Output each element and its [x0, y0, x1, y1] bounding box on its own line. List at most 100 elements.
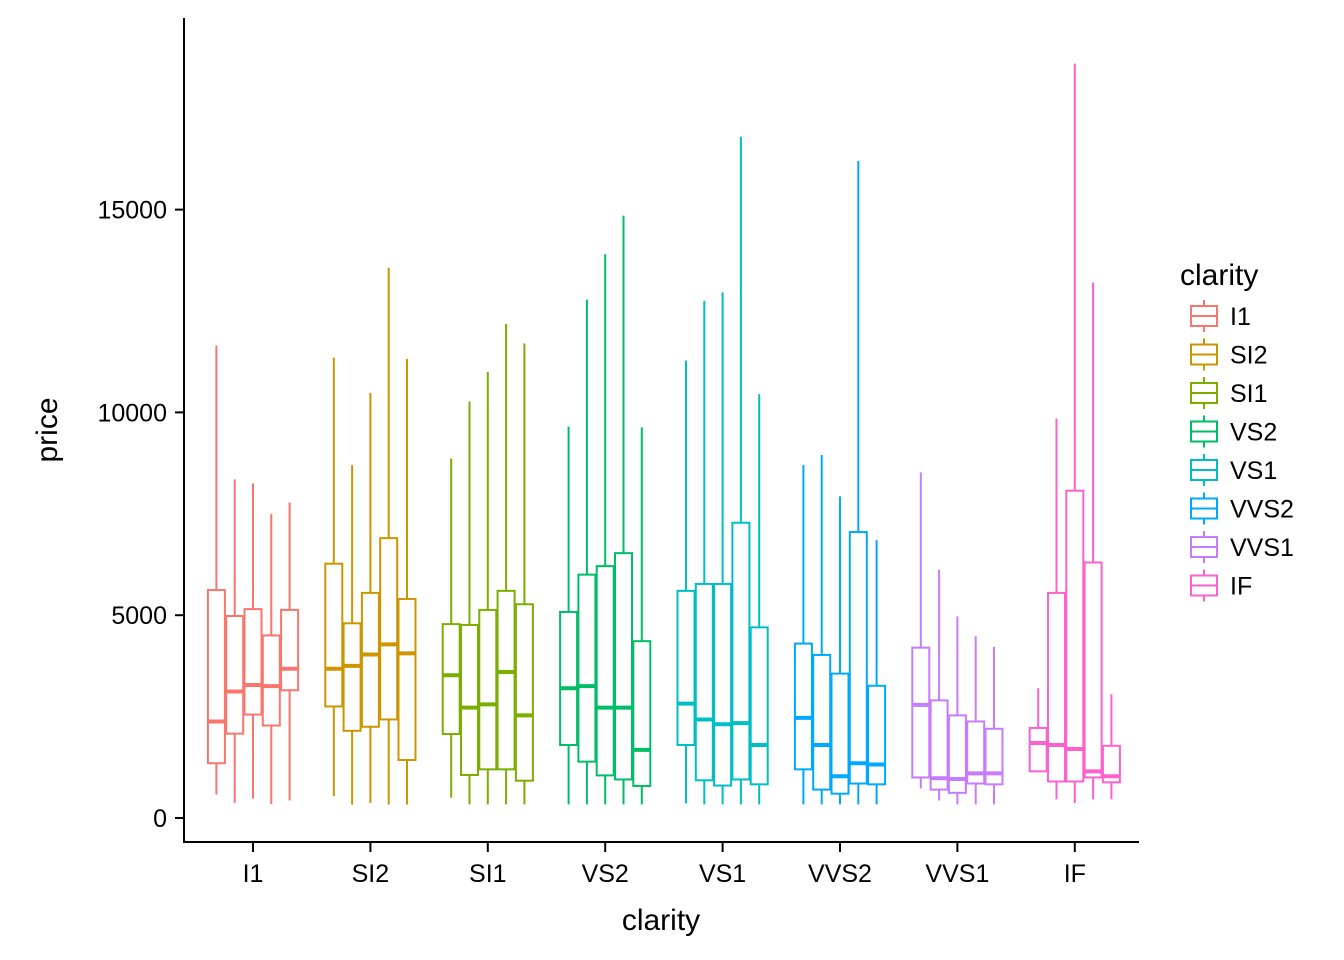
- box-vs2-4: [614, 215, 633, 805]
- box-vvs2-4: [848, 160, 868, 805]
- box-iqr: [379, 537, 399, 721]
- box-iqr: [225, 615, 245, 735]
- box-iqr: [929, 699, 949, 791]
- box-iqr: [614, 552, 633, 781]
- legend-title: clarity: [1180, 259, 1258, 292]
- box-si1-1: [441, 458, 461, 798]
- legend-label: SI1: [1230, 380, 1268, 408]
- box-iqr: [206, 589, 226, 765]
- box-if-5: [1101, 694, 1121, 800]
- box-vvs2-2: [812, 454, 832, 805]
- legend-label: VVS2: [1230, 496, 1294, 524]
- box-if-3: [1065, 63, 1085, 803]
- box-iqr: [514, 603, 534, 782]
- box-iqr: [1065, 489, 1085, 783]
- box-iqr: [966, 720, 986, 785]
- box-i1-4: [261, 513, 281, 805]
- box-si1-2: [460, 401, 479, 805]
- box-iqr: [830, 672, 850, 795]
- legend-key-vvs2: [1190, 492, 1218, 525]
- box-iqr: [984, 727, 1004, 786]
- y-tick-label: 5000: [111, 602, 167, 630]
- legend-key-si1: [1190, 377, 1218, 409]
- box-iqr: [731, 521, 751, 781]
- box-iqr: [460, 623, 479, 777]
- y-tick-label: 10000: [97, 399, 167, 427]
- legend-key-vs2: [1190, 415, 1218, 448]
- box-iqr: [632, 640, 652, 787]
- box-vs1-5: [749, 394, 769, 805]
- box-vvs1-5: [984, 646, 1004, 805]
- box-iqr: [1083, 561, 1103, 779]
- x-tick-label: IF: [1064, 860, 1086, 888]
- x-tick-label: VS1: [699, 860, 746, 888]
- box-iqr: [324, 562, 344, 708]
- legend-label: SI2: [1230, 342, 1268, 370]
- box-iqr: [360, 591, 380, 728]
- box-iqr: [441, 623, 461, 736]
- box-si1-4: [496, 323, 516, 805]
- box-iqr: [342, 622, 362, 732]
- box-i1-2: [225, 479, 245, 803]
- box-iqr: [1101, 744, 1121, 784]
- x-axis-ticks: I1 SI2 SI1 VS2 VS1 VVS2 VVS1 IF: [243, 843, 1086, 888]
- box-si1-5: [514, 343, 534, 805]
- box-vs2-5: [632, 427, 652, 805]
- box-i1-1: [206, 345, 226, 795]
- y-axis-title: price: [31, 397, 64, 462]
- box-vvs2-1: [793, 465, 813, 805]
- box-iqr: [243, 608, 263, 716]
- x-tick-label: VS2: [582, 860, 629, 888]
- x-tick-label: VVS2: [808, 860, 872, 888]
- box-vs1-1: [676, 360, 696, 804]
- box-iqr: [261, 634, 281, 727]
- legend-label: VVS1: [1230, 534, 1294, 562]
- box-si2-5: [397, 358, 417, 805]
- legend-label: I1: [1230, 303, 1251, 331]
- box-vs1-4: [731, 136, 751, 805]
- box-iqr: [1047, 591, 1066, 783]
- x-tick-label: I1: [243, 860, 264, 888]
- legend-key-vvs1: [1190, 531, 1218, 563]
- legend-key-if: [1190, 569, 1218, 602]
- box-i1-5: [280, 502, 300, 801]
- box-iqr: [713, 582, 733, 787]
- box-iqr: [577, 573, 597, 763]
- box-si2-4: [379, 267, 399, 805]
- box-if-1: [1028, 688, 1048, 773]
- box-vs1-2: [694, 300, 714, 805]
- box-vs1-3: [713, 292, 733, 805]
- box-si2-1: [324, 357, 344, 797]
- box-vvs1-1: [911, 472, 931, 789]
- legend-label: VS2: [1230, 419, 1277, 447]
- legend-label: IF: [1230, 573, 1252, 601]
- legend-key-si2: [1190, 338, 1218, 371]
- box-vvs1-2: [929, 569, 949, 801]
- box-iqr: [812, 653, 832, 791]
- box-iqr: [595, 565, 615, 777]
- box-iqr: [911, 646, 931, 779]
- y-axis-ticks: 0 5000 10000 15000: [97, 197, 184, 833]
- box-iqr: [1028, 726, 1048, 773]
- legend: clarity I1 SI2 SI1 VS2 VS1 VVS2 VVS1 IF: [1180, 259, 1294, 602]
- box-iqr: [280, 608, 300, 692]
- box-vvs2-5: [867, 540, 887, 805]
- box-vvs1-4: [966, 636, 986, 805]
- box-iqr: [793, 642, 813, 771]
- box-iqr: [478, 608, 498, 771]
- box-vvs1-3: [947, 616, 967, 805]
- box-iqr: [947, 714, 967, 794]
- box-if-2: [1047, 418, 1066, 800]
- y-tick-label: 15000: [97, 197, 167, 225]
- box-if-4: [1083, 282, 1103, 800]
- box-iqr: [397, 597, 417, 761]
- box-iqr: [676, 589, 696, 746]
- box-vs2-1: [559, 426, 579, 805]
- y-tick-label: 0: [153, 805, 167, 833]
- box-si2-2: [342, 465, 362, 805]
- box-iqr: [559, 610, 579, 746]
- box-i1-3: [243, 483, 263, 799]
- box-vs2-3: [595, 254, 615, 805]
- box-iqr: [496, 589, 516, 771]
